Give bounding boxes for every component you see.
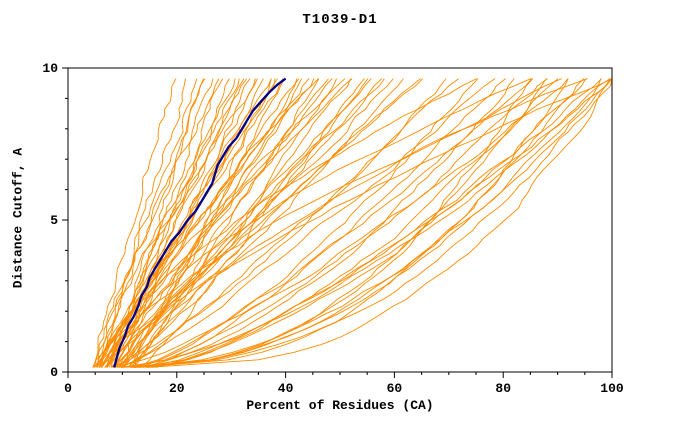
svg-text:40: 40 — [278, 381, 294, 396]
svg-text:5: 5 — [50, 213, 58, 228]
svg-text:10: 10 — [42, 61, 58, 76]
svg-text:60: 60 — [387, 381, 403, 396]
chart-title: T1039-D1 — [302, 12, 378, 28]
svg-text:0: 0 — [64, 381, 72, 396]
y-axis-label: Distance Cutoff, A — [10, 147, 26, 289]
x-axis-label: Percent of Residues (CA) — [246, 398, 434, 413]
svg-text:0: 0 — [50, 365, 58, 380]
svg-text:20: 20 — [169, 381, 185, 396]
svg-text:100: 100 — [600, 381, 624, 396]
svg-text:80: 80 — [495, 381, 511, 396]
